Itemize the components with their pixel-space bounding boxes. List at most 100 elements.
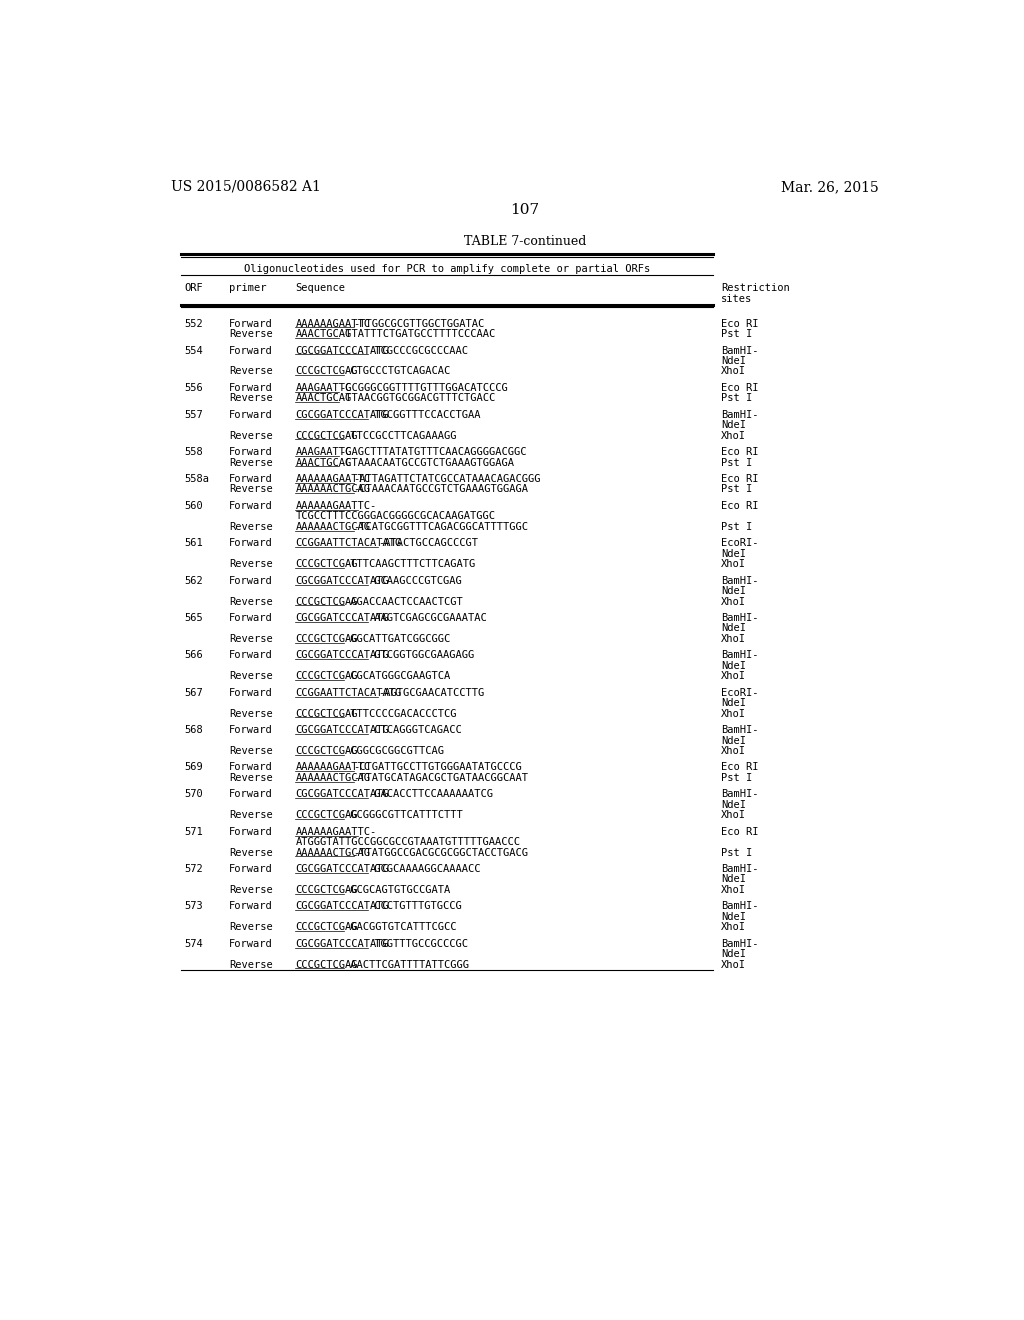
Text: 566: 566 [184, 651, 204, 660]
Text: Reverse: Reverse [228, 430, 272, 441]
Text: Reverse: Reverse [228, 367, 272, 376]
Text: AAAAAAGAATTC: AAAAAAGAATTC [295, 763, 371, 772]
Text: CCGGAATTCTACATATG: CCGGAATTCTACATATG [295, 539, 401, 548]
Text: Forward: Forward [228, 447, 272, 457]
Text: 558: 558 [184, 447, 204, 457]
Text: CGCGGATCCCATATG: CGCGGATCCCATATG [295, 651, 389, 660]
Text: Reverse: Reverse [228, 484, 272, 495]
Text: -TTTCAAGCTTTCTTCAGATG: -TTTCAAGCTTTCTTCAGATG [344, 560, 475, 569]
Text: Eco RI: Eco RI [721, 383, 759, 393]
Text: 560: 560 [184, 502, 204, 511]
Text: NdeI: NdeI [721, 549, 745, 558]
Text: Oligonucleotides used for PCR to amplify complete or partial ORFs: Oligonucleotides used for PCR to amplify… [244, 264, 650, 273]
Text: BamHI-: BamHI- [721, 612, 759, 623]
Text: AAAAAAGAATTC: AAAAAAGAATTC [295, 474, 371, 484]
Text: -AGACCAACTCCAACTCGT: -AGACCAACTCCAACTCGT [344, 597, 463, 606]
Text: -GCAAGCCCGTCGAG: -GCAAGCCCGTCGAG [369, 576, 462, 586]
Text: BamHI-: BamHI- [721, 409, 759, 420]
Text: Reverse: Reverse [228, 521, 272, 532]
Text: 561: 561 [184, 539, 204, 548]
Text: Eco RI: Eco RI [721, 447, 759, 457]
Text: -AACTTCGATTTTATTCGGG: -AACTTCGATTTTATTCGGG [344, 960, 469, 970]
Text: BamHI-: BamHI- [721, 902, 759, 911]
Text: 572: 572 [184, 865, 204, 874]
Text: XhoI: XhoI [721, 810, 745, 820]
Text: Pst I: Pst I [721, 847, 752, 858]
Text: -GCGGGCGGTTTTGTTTGGACATCCCG: -GCGGGCGGTTTTGTTTGGACATCCCG [339, 383, 508, 393]
Text: Reverse: Reverse [228, 884, 272, 895]
Text: TABLE 7-continued: TABLE 7-continued [464, 235, 586, 248]
Text: CCCGCTCGAG: CCCGCTCGAG [295, 560, 358, 569]
Text: -TTAACGGTGCGGACGTTTCTGACC: -TTAACGGTGCGGACGTTTCTGACC [339, 393, 496, 403]
Text: Reverse: Reverse [228, 393, 272, 403]
Text: Reverse: Reverse [228, 634, 272, 644]
Text: Pst I: Pst I [721, 774, 752, 783]
Text: AAAAAAGAATTC-: AAAAAAGAATTC- [295, 826, 377, 837]
Text: CCCGCTCGAG: CCCGCTCGAG [295, 810, 358, 820]
Text: CCCGCTCGAG: CCCGCTCGAG [295, 671, 358, 681]
Text: NdeI: NdeI [721, 586, 745, 597]
Text: Restriction: Restriction [721, 284, 790, 293]
Text: CGCGGATCCCATATG: CGCGGATCCCATATG [295, 865, 389, 874]
Text: CCCGCTCGAG: CCCGCTCGAG [295, 746, 358, 756]
Text: -GCGGGCGTTCATTTCTTT: -GCGGGCGTTCATTTCTTT [344, 810, 463, 820]
Text: CCCGCTCGAG: CCCGCTCGAG [295, 367, 358, 376]
Text: -GCGCAGTGTGCCGATA: -GCGCAGTGTGCCGATA [344, 884, 451, 895]
Text: NdeI: NdeI [721, 875, 745, 884]
Text: XhoI: XhoI [721, 430, 745, 441]
Text: -CGGCGCGGCGTTCAG: -CGGCGCGGCGTTCAG [344, 746, 444, 756]
Text: 568: 568 [184, 725, 204, 735]
Text: Forward: Forward [228, 939, 272, 949]
Text: -CTCAGGGTCAGACC: -CTCAGGGTCAGACC [369, 725, 462, 735]
Text: CGCGGATCCCATATG: CGCGGATCCCATATG [295, 346, 389, 355]
Text: XhoI: XhoI [721, 634, 745, 644]
Text: NdeI: NdeI [721, 356, 745, 366]
Text: EcoRI-: EcoRI- [721, 539, 759, 548]
Text: Forward: Forward [228, 474, 272, 484]
Text: CCCGCTCGAG: CCCGCTCGAG [295, 923, 358, 932]
Text: -TCATGCGGTTTCAGACGGCATTTTGGC: -TCATGCGGTTTCAGACGGCATTTTGGC [353, 521, 528, 532]
Text: BamHI-: BamHI- [721, 789, 759, 800]
Text: -CGCATGGGCGAAGTCA: -CGCATGGGCGAAGTCA [344, 671, 451, 681]
Text: Reverse: Reverse [228, 847, 272, 858]
Text: -CTAAACAATGCCGTCTGAAAGTGGAGA: -CTAAACAATGCCGTCTGAAAGTGGAGA [339, 458, 514, 467]
Text: Reverse: Reverse [228, 960, 272, 970]
Text: CCCGCTCGAG: CCCGCTCGAG [295, 634, 358, 644]
Text: Reverse: Reverse [228, 774, 272, 783]
Text: -TGGTTTGCCGCCCGC: -TGGTTTGCCGCCCGC [369, 939, 468, 949]
Text: CCCGCTCGAG: CCCGCTCGAG [295, 430, 358, 441]
Text: CCCGCTCGAG: CCCGCTCGAG [295, 709, 358, 718]
Text: BamHI-: BamHI- [721, 576, 759, 586]
Text: Reverse: Reverse [228, 671, 272, 681]
Text: ATGGGTATTGCCGGCGCCGTAAATGTTTTTGAACCC: ATGGGTATTGCCGGCGCCGTAAATGTTTTTGAACCC [295, 837, 520, 847]
Text: Pst I: Pst I [721, 484, 752, 495]
Text: Forward: Forward [228, 725, 272, 735]
Text: Forward: Forward [228, 409, 272, 420]
Text: -TCGCCCGCGCCCAAC: -TCGCCCGCGCCCAAC [369, 346, 468, 355]
Text: Reverse: Reverse [228, 923, 272, 932]
Text: 552: 552 [184, 318, 204, 329]
Text: Reverse: Reverse [228, 709, 272, 718]
Text: XhoI: XhoI [721, 960, 745, 970]
Text: AAACTGCAG: AAACTGCAG [295, 329, 351, 339]
Text: Forward: Forward [228, 383, 272, 393]
Text: CGCGGATCCCATATG: CGCGGATCCCATATG [295, 576, 389, 586]
Text: ORF: ORF [184, 284, 204, 293]
Text: US 2015/0086582 A1: US 2015/0086582 A1 [171, 180, 321, 194]
Text: AAAGAATTC: AAAGAATTC [295, 383, 351, 393]
Text: CGCGGATCCCATATG: CGCGGATCCCATATG [295, 902, 389, 911]
Text: Reverse: Reverse [228, 560, 272, 569]
Text: -CTGATTGCCTTGTGGGAATATGCCCG: -CTGATTGCCTTGTGGGAATATGCCCG [353, 763, 522, 772]
Text: 565: 565 [184, 612, 204, 623]
Text: XhoI: XhoI [721, 923, 745, 932]
Text: Reverse: Reverse [228, 746, 272, 756]
Text: -TTGGCGCGTTGGCTGGATAC: -TTGGCGCGTTGGCTGGATAC [353, 318, 485, 329]
Text: AAAAAACTGCAG: AAAAAACTGCAG [295, 484, 371, 495]
Text: CGCGGATCCCATATG: CGCGGATCCCATATG [295, 725, 389, 735]
Text: 569: 569 [184, 763, 204, 772]
Text: NdeI: NdeI [721, 623, 745, 634]
Text: CGCGGATCCCATATG: CGCGGATCCCATATG [295, 789, 389, 800]
Text: Forward: Forward [228, 865, 272, 874]
Text: CGCGGATCCCATATG: CGCGGATCCCATATG [295, 612, 389, 623]
Text: TCGCCTTTCCGGGACGGGGCGCACAAGATGGC: TCGCCTTTCCGGGACGGGGCGCACAAGATGGC [295, 511, 496, 521]
